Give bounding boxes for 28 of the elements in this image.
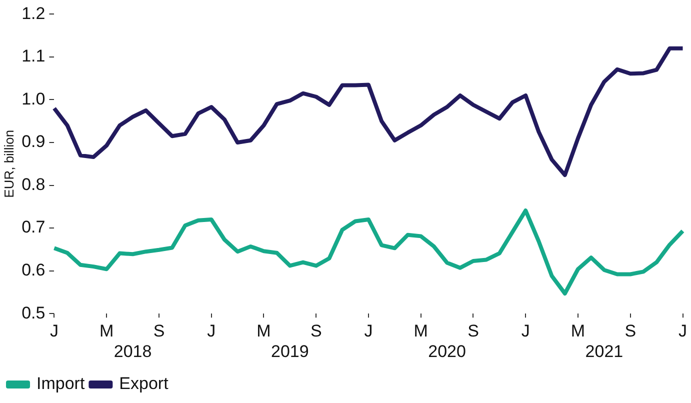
x-tick-label: S bbox=[624, 321, 636, 340]
y-tick-label: 1.0 bbox=[22, 89, 46, 108]
y-tick-label: 0.5 bbox=[22, 303, 46, 322]
x-tick-label: J bbox=[50, 321, 58, 340]
y-axis-title: EUR, billion bbox=[1, 130, 16, 198]
text: 2020 bbox=[428, 342, 466, 361]
text: 2021 bbox=[585, 342, 624, 361]
y-tick-label: 0.9 bbox=[22, 132, 46, 152]
y-tick-label: 0.7 bbox=[22, 218, 46, 237]
x-tick-label: S bbox=[310, 321, 322, 340]
x-tick-label: S bbox=[468, 321, 479, 340]
x-tick-label: J bbox=[678, 321, 687, 340]
x-tick-label: M bbox=[100, 321, 114, 340]
y-tick-label: 1.1 bbox=[22, 46, 46, 66]
x-tick-label: M bbox=[414, 321, 428, 340]
x-tick-label: J bbox=[364, 321, 373, 340]
y-tick-label: 1.2 bbox=[22, 4, 46, 23]
x-tick-label: S bbox=[153, 321, 165, 340]
y-tick-label: 0.6 bbox=[22, 260, 46, 280]
x-tick-label: J bbox=[207, 321, 216, 340]
text: 2018 bbox=[114, 342, 152, 361]
legend-label: Import bbox=[36, 374, 85, 394]
x-tick-label: J bbox=[521, 321, 530, 340]
y-tick-label: 0.8 bbox=[22, 174, 46, 194]
x-tick-label: M bbox=[256, 321, 271, 340]
text: 2019 bbox=[271, 342, 309, 361]
x-tick-label: M bbox=[570, 321, 586, 340]
legend-label: Export bbox=[119, 374, 169, 394]
